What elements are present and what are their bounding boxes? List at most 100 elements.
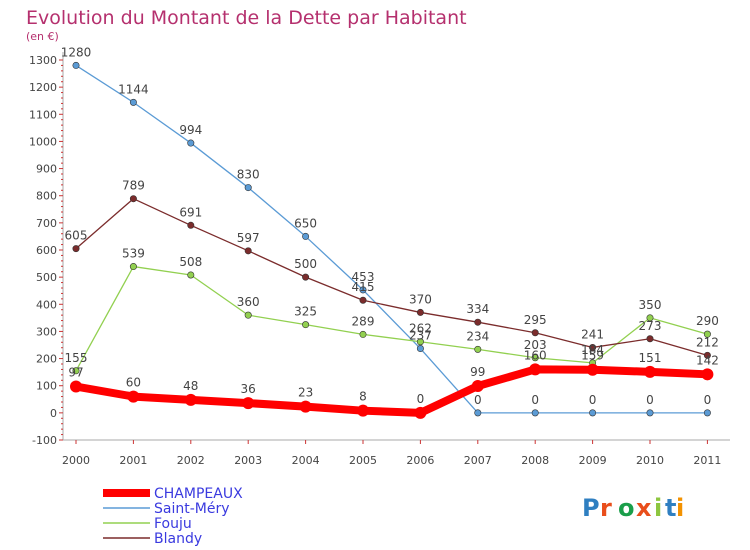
data-point (531, 354, 539, 362)
data-label: 155 (65, 351, 88, 365)
y-tick-label: 500 (36, 271, 57, 284)
data-point (644, 365, 656, 378)
data-point (646, 409, 654, 417)
legend-label: Blandy (154, 531, 202, 547)
x-tick-label: 2006 (406, 454, 434, 467)
data-label: 234 (466, 329, 489, 343)
y-tick-label: 300 (36, 325, 57, 338)
data-point (72, 367, 80, 375)
series-line-blandy (75, 198, 709, 356)
x-tick-label: 2000 (62, 454, 90, 467)
x-tick-label: 2002 (177, 454, 205, 467)
brand-letter: P (582, 494, 600, 522)
data-point (531, 329, 539, 337)
data-point (474, 318, 482, 326)
data-point (529, 363, 542, 376)
data-label: 8 (359, 390, 367, 404)
data-point (701, 368, 714, 381)
data-label: 184 (581, 343, 604, 357)
data-label: 691 (179, 205, 202, 219)
data-label: 325 (294, 305, 317, 319)
data-point (242, 397, 255, 410)
y-tick-label: 1100 (29, 108, 57, 121)
data-point (703, 351, 711, 359)
data-point (416, 338, 424, 346)
brand-letter: i (654, 494, 662, 522)
data-label: 508 (179, 255, 202, 269)
x-tick-label: 2010 (636, 454, 664, 467)
data-point (646, 314, 654, 322)
data-label: 212 (696, 335, 719, 349)
data-label: 370 (409, 292, 432, 306)
y-tick-label: 0 (50, 407, 57, 420)
data-point (70, 380, 82, 393)
data-point (474, 409, 482, 417)
chart-title: Evolution du Montant de la Dette par Hab… (26, 7, 467, 29)
data-label: 23 (298, 386, 313, 400)
data-label: 1280 (61, 45, 92, 59)
y-tick-label: 700 (36, 217, 57, 230)
y-tick-label: 1000 (29, 135, 57, 148)
data-point (359, 330, 367, 338)
data-point (129, 98, 137, 106)
axes: -100010020030040050060070080090010001100… (29, 52, 730, 467)
data-point (357, 404, 369, 417)
x-tick-label: 2001 (119, 454, 147, 467)
legend-label: Saint-Méry (154, 501, 230, 517)
brand-letter: r (600, 494, 612, 522)
y-tick-label: -100 (32, 434, 57, 447)
data-label: 334 (466, 302, 489, 316)
series-line-saint-méry (75, 64, 709, 414)
data-label: 605 (65, 229, 88, 243)
data-label: 273 (639, 319, 662, 333)
data-point (531, 409, 539, 417)
y-tick-label: 1200 (29, 81, 57, 94)
legend-label: CHAMPEAUX (154, 486, 243, 502)
data-label: 142 (696, 353, 719, 367)
y-tick-label: 400 (36, 298, 57, 311)
x-tick-label: 2004 (292, 454, 320, 467)
data-point (187, 271, 195, 279)
series-line-champeaux (72, 365, 712, 417)
data-label: 415 (352, 280, 375, 294)
data-label: 48 (183, 379, 198, 393)
data-point (359, 296, 367, 304)
data-point (129, 263, 137, 271)
data-point (302, 232, 310, 240)
data-point (359, 286, 367, 294)
data-point (244, 311, 252, 319)
data-label: 262 (409, 322, 432, 336)
data-label: 159 (581, 349, 604, 363)
data-label: 97 (68, 366, 83, 380)
y-tick-label: 1300 (29, 54, 57, 67)
x-tick-label: 2009 (579, 454, 607, 467)
data-point (184, 393, 197, 406)
data-label: 237 (409, 329, 432, 343)
data-point (474, 345, 482, 353)
data-label: 360 (237, 295, 260, 309)
data-point (72, 245, 80, 253)
data-point (471, 379, 484, 392)
data-label: 539 (122, 247, 145, 261)
data-point (302, 273, 310, 281)
data-label: 36 (241, 382, 256, 396)
data-label: 60 (126, 376, 141, 390)
data-label: 0 (474, 393, 482, 407)
data-label: 0 (589, 393, 597, 407)
data-point (416, 308, 424, 316)
series-line-fouju (75, 265, 709, 372)
data-label: 830 (237, 168, 260, 182)
data-point (302, 321, 310, 329)
brand-letter: i (676, 494, 684, 522)
data-label: 289 (352, 314, 375, 328)
y-tick-label: 900 (36, 163, 57, 176)
data-point (414, 406, 427, 419)
data-label: 160 (524, 348, 547, 362)
data-point (703, 330, 711, 338)
data-label: 597 (237, 231, 260, 245)
data-label: 500 (294, 257, 317, 271)
data-point (299, 400, 312, 413)
brand-letter: o (618, 494, 635, 522)
